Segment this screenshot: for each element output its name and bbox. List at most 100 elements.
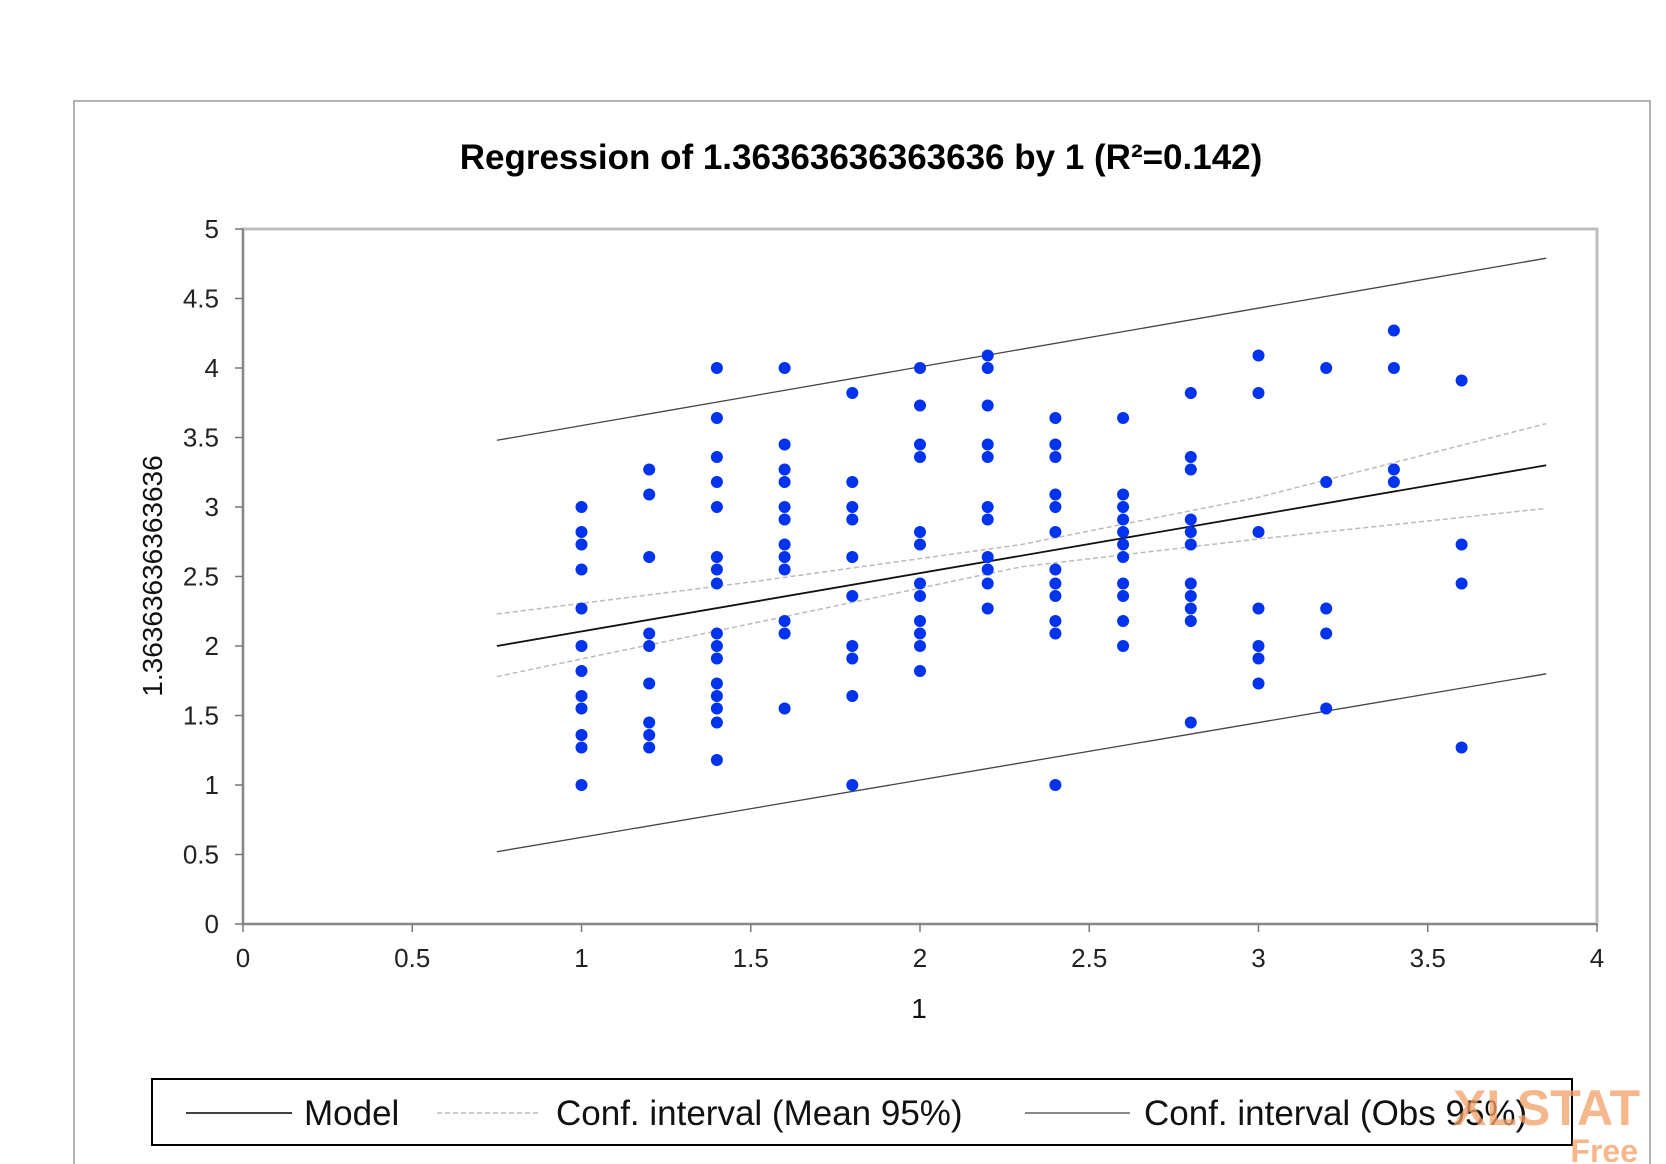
data-point xyxy=(575,690,588,703)
data-point xyxy=(710,362,723,374)
data-point xyxy=(846,652,859,665)
data-point xyxy=(575,526,588,539)
data-point xyxy=(1184,602,1197,615)
legend: Model Conf. interval (Mean 95%) Conf. in… xyxy=(151,1078,1573,1146)
data-point xyxy=(846,589,859,602)
data-point xyxy=(575,538,588,551)
data-point xyxy=(846,640,859,652)
data-point xyxy=(710,551,723,564)
data-point xyxy=(778,538,791,551)
x-tick-label: 3 xyxy=(1251,943,1265,973)
data-point xyxy=(1049,779,1062,791)
data-point xyxy=(643,741,656,754)
data-point xyxy=(1184,387,1197,400)
data-point xyxy=(981,551,994,564)
data-point xyxy=(710,563,723,576)
data-point xyxy=(1184,577,1197,590)
legend-model-label: Model xyxy=(304,1094,399,1133)
data-point xyxy=(1252,602,1265,615)
y-tick-label: 0 xyxy=(205,909,219,939)
data-point xyxy=(1117,501,1130,513)
data-point xyxy=(1320,602,1333,615)
x-tick-label: 1.5 xyxy=(733,943,769,973)
data-point xyxy=(1184,526,1197,539)
data-point xyxy=(575,741,588,754)
legend-obs-ci-label: Conf. interval (Obs 95%) xyxy=(1144,1094,1527,1133)
data-point xyxy=(981,450,994,463)
data-point xyxy=(1049,501,1062,513)
data-point xyxy=(1049,589,1062,602)
data-point xyxy=(778,614,791,627)
data-point xyxy=(914,665,926,678)
x-axis-label: 1 xyxy=(911,993,927,1024)
data-point xyxy=(914,399,926,412)
x-tick-label: 2.5 xyxy=(1071,943,1107,973)
data-point xyxy=(643,716,656,729)
data-point xyxy=(778,627,791,640)
data-point xyxy=(643,488,656,501)
data-point xyxy=(778,362,791,374)
data-point xyxy=(1184,538,1197,551)
data-point xyxy=(710,753,723,766)
data-point xyxy=(1117,589,1130,602)
data-point xyxy=(1117,526,1130,539)
data-point xyxy=(1320,362,1333,374)
data-point xyxy=(914,614,926,627)
data-point xyxy=(846,513,859,526)
data-point xyxy=(1117,488,1130,501)
data-point xyxy=(846,387,859,400)
data-point xyxy=(643,463,656,476)
data-point xyxy=(1049,450,1062,463)
data-point xyxy=(981,563,994,576)
data-point xyxy=(1320,627,1333,640)
y-tick-label: 4.5 xyxy=(183,284,219,314)
data-point xyxy=(575,602,588,615)
data-point xyxy=(575,779,588,791)
data-point xyxy=(846,779,859,791)
data-point xyxy=(1387,362,1400,374)
data-point xyxy=(914,538,926,551)
data-point xyxy=(1252,652,1265,665)
data-point xyxy=(1117,640,1130,652)
data-point xyxy=(1320,702,1333,715)
data-point xyxy=(778,438,791,451)
data-point xyxy=(575,563,588,576)
data-point xyxy=(914,589,926,602)
legend-mean-ci-label: Conf. interval (Mean 95%) xyxy=(556,1094,963,1133)
obs-ci-lower-line xyxy=(496,673,1547,853)
data-point xyxy=(710,690,723,703)
data-point xyxy=(1049,577,1062,590)
x-tick-label: 2 xyxy=(913,943,927,973)
x-tick-label: 0.5 xyxy=(394,943,430,973)
y-tick-label: 1.5 xyxy=(183,701,219,731)
y-tick-label: 1 xyxy=(205,770,219,800)
data-point xyxy=(778,475,791,488)
data-point xyxy=(981,399,994,412)
plot-area xyxy=(241,227,1599,926)
data-point xyxy=(1387,475,1400,488)
y-tick-label: 2.5 xyxy=(183,562,219,592)
data-point xyxy=(1184,614,1197,627)
data-point xyxy=(846,690,859,703)
data-point xyxy=(914,362,926,374)
data-point xyxy=(1184,716,1197,729)
mean-ci-lower-line xyxy=(496,507,1547,678)
data-point xyxy=(914,526,926,539)
data-point xyxy=(1184,450,1197,463)
data-point xyxy=(914,640,926,652)
data-point xyxy=(710,577,723,590)
y-tick-label: 4 xyxy=(205,353,219,383)
data-point xyxy=(778,513,791,526)
y-axis-label: 1.36363636363636 xyxy=(137,455,168,696)
data-point xyxy=(643,640,656,652)
data-point xyxy=(1320,475,1333,488)
data-point xyxy=(710,475,723,488)
data-point xyxy=(710,412,723,425)
data-point xyxy=(575,702,588,715)
data-point xyxy=(1184,589,1197,602)
data-point xyxy=(846,475,859,488)
data-point xyxy=(778,563,791,576)
data-point xyxy=(778,501,791,513)
obs-ci-upper-line xyxy=(496,257,1547,441)
y-tick-label: 0.5 xyxy=(183,840,219,870)
